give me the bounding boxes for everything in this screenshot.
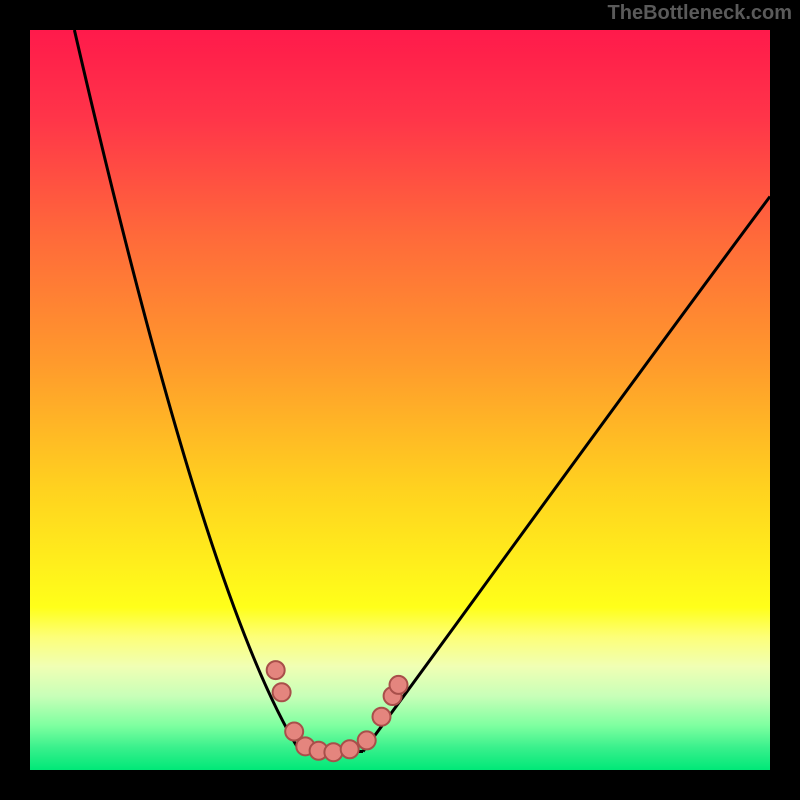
data-marker	[358, 731, 376, 749]
bottleneck-chart	[0, 0, 800, 800]
data-marker	[390, 676, 408, 694]
data-marker	[373, 708, 391, 726]
chart-container: TheBottleneck.com	[0, 0, 800, 800]
gradient-background	[30, 30, 770, 770]
data-marker	[273, 683, 291, 701]
data-marker	[324, 743, 342, 761]
watermark-text: TheBottleneck.com	[608, 2, 792, 25]
data-marker	[341, 740, 359, 758]
data-marker	[267, 661, 285, 679]
